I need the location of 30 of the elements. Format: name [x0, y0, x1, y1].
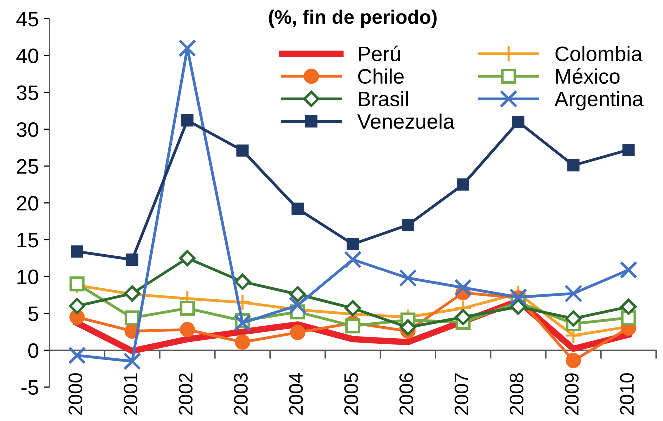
x-tick-label: 2007	[454, 374, 469, 415]
x-tick-label: 2002	[179, 374, 193, 415]
y-tick-label: 45	[16, 12, 38, 27]
legend-label: Argentina	[554, 91, 644, 111]
legend-label: Chile	[358, 68, 404, 84]
x-tick-label: 2006	[400, 374, 414, 415]
y-tick-label: 15	[18, 233, 38, 248]
y-tick-label: -5	[22, 380, 38, 396]
x-tick-label: 2001	[124, 374, 138, 415]
y-tick-label: 20	[17, 196, 38, 211]
y-tick-label: 25	[17, 159, 38, 174]
y-tick-label: 35	[16, 86, 38, 100]
x-tick-label: 2009	[565, 374, 579, 415]
y-tick-label: 10	[18, 270, 38, 285]
y-tick-label: 40	[16, 48, 38, 64]
x-tick-label: 2008	[510, 374, 524, 415]
legend-label: Brasil	[359, 91, 408, 107]
x-tick-label: 2003	[234, 374, 248, 415]
legend-label: Perú	[359, 46, 400, 62]
legend-label: Venezuela	[357, 114, 455, 130]
legend-label: México	[556, 68, 620, 84]
x-tick-label: 2005	[344, 374, 358, 415]
y-tick-label: 30	[16, 122, 38, 138]
x-tick-label: 2000	[68, 373, 83, 415]
legend-label: Colombia	[556, 46, 643, 62]
x-tick-label: 2010	[620, 373, 634, 415]
y-tick-label: 5	[28, 306, 38, 322]
chart-title: (%, fin de periodo)	[269, 10, 437, 28]
y-tick-label: 0	[28, 343, 38, 358]
x-tick-label: 2004	[289, 373, 304, 415]
